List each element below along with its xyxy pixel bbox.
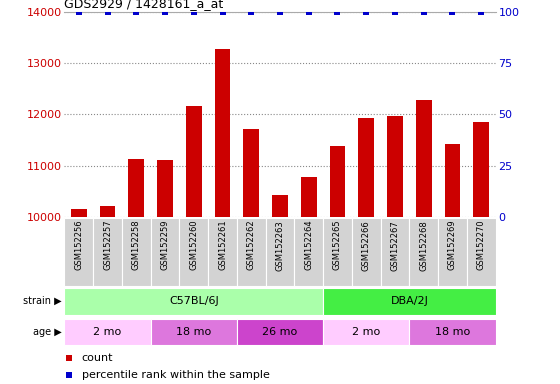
- Bar: [151, 218, 179, 286]
- Bar: [157, 161, 173, 217]
- Bar: [186, 106, 202, 217]
- Bar: [265, 218, 295, 286]
- Text: GSM152259: GSM152259: [161, 220, 170, 270]
- Text: age ▶: age ▶: [33, 327, 62, 337]
- Bar: [323, 288, 496, 314]
- Text: GSM152263: GSM152263: [276, 220, 284, 271]
- Bar: [358, 118, 374, 217]
- Text: 18 mo: 18 mo: [435, 327, 470, 337]
- Bar: [352, 218, 381, 286]
- Bar: [387, 116, 403, 217]
- Bar: [473, 122, 489, 217]
- Bar: [467, 218, 496, 286]
- Bar: [295, 218, 323, 286]
- Text: GSM152266: GSM152266: [362, 220, 371, 271]
- Bar: [301, 177, 316, 217]
- Bar: [445, 144, 460, 217]
- Text: GSM152261: GSM152261: [218, 220, 227, 270]
- Text: GSM152269: GSM152269: [448, 220, 457, 270]
- Bar: [272, 195, 288, 217]
- Bar: [409, 319, 496, 345]
- Bar: [128, 159, 144, 217]
- Text: 2 mo: 2 mo: [94, 327, 122, 337]
- Bar: [330, 146, 346, 217]
- Text: strain ▶: strain ▶: [23, 296, 62, 306]
- Text: 2 mo: 2 mo: [352, 327, 380, 337]
- Text: GSM152268: GSM152268: [419, 220, 428, 271]
- Bar: [237, 319, 323, 345]
- Bar: [208, 218, 237, 286]
- Bar: [93, 218, 122, 286]
- Text: GSM152257: GSM152257: [103, 220, 112, 270]
- Text: 26 mo: 26 mo: [263, 327, 297, 337]
- Text: GSM152270: GSM152270: [477, 220, 486, 270]
- Bar: [323, 319, 409, 345]
- Text: GSM152256: GSM152256: [74, 220, 83, 270]
- Text: GSM152260: GSM152260: [189, 220, 198, 270]
- Bar: [381, 218, 409, 286]
- Bar: [151, 319, 237, 345]
- Text: 18 mo: 18 mo: [176, 327, 211, 337]
- Bar: [122, 218, 151, 286]
- Bar: [438, 218, 467, 286]
- Text: C57BL/6J: C57BL/6J: [169, 296, 218, 306]
- Bar: [179, 218, 208, 286]
- Text: GSM152262: GSM152262: [247, 220, 256, 270]
- Bar: [416, 100, 432, 217]
- Text: GSM152258: GSM152258: [132, 220, 141, 270]
- Bar: [64, 288, 323, 314]
- Text: GDS2929 / 1428161_a_at: GDS2929 / 1428161_a_at: [64, 0, 223, 10]
- Text: GSM152267: GSM152267: [390, 220, 399, 271]
- Bar: [71, 209, 87, 217]
- Bar: [237, 218, 265, 286]
- Text: GSM152265: GSM152265: [333, 220, 342, 270]
- Bar: [323, 218, 352, 286]
- Bar: [64, 319, 151, 345]
- Bar: [244, 129, 259, 217]
- Text: percentile rank within the sample: percentile rank within the sample: [82, 370, 269, 380]
- Text: DBA/2J: DBA/2J: [390, 296, 428, 306]
- Bar: [100, 206, 115, 217]
- Bar: [214, 49, 230, 217]
- Bar: [409, 218, 438, 286]
- Bar: [64, 218, 93, 286]
- Text: count: count: [82, 353, 113, 363]
- Text: GSM152264: GSM152264: [304, 220, 313, 270]
